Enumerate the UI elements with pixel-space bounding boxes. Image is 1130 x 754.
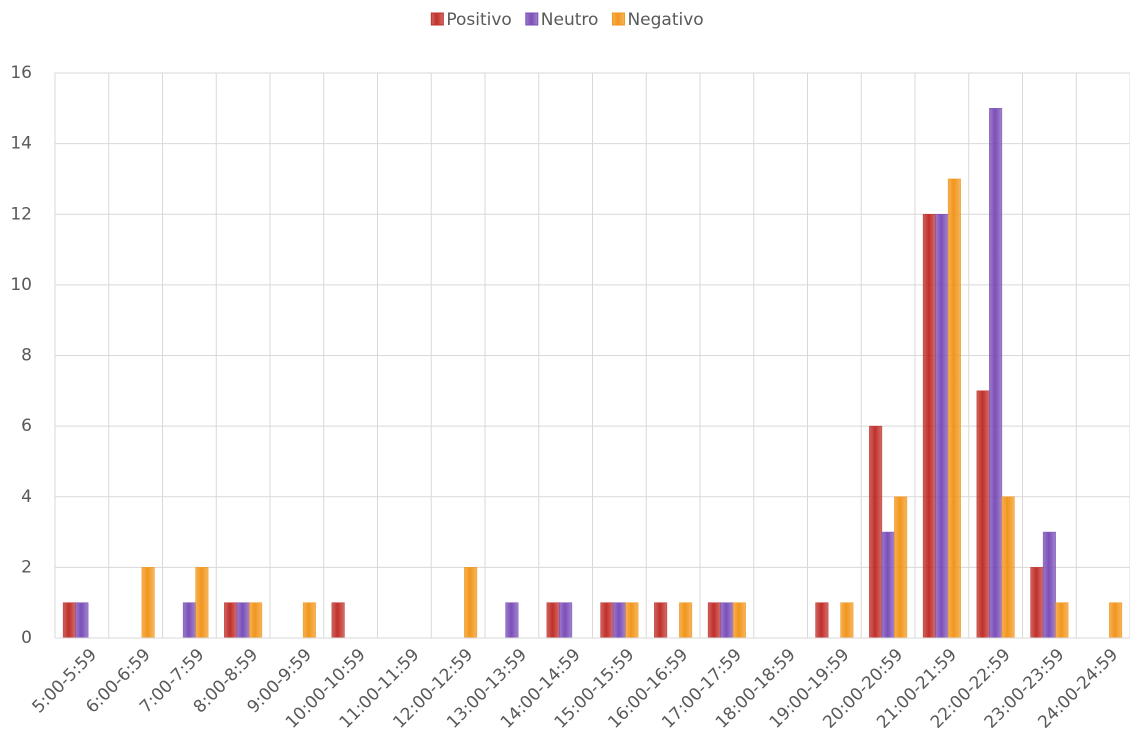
legend: Positivo Neutro Negativo	[430, 10, 704, 30]
bar	[976, 390, 990, 639]
y-tick-label: 2	[21, 557, 32, 577]
bar	[1030, 567, 1044, 639]
bar	[249, 602, 263, 639]
bar	[840, 602, 854, 639]
bar	[935, 214, 949, 639]
bar	[881, 531, 895, 639]
bar	[1055, 602, 1069, 639]
bar	[869, 425, 883, 639]
bar	[546, 602, 560, 639]
bar	[75, 602, 89, 639]
legend-item: Positivo	[430, 10, 512, 30]
legend-item: Negativo	[611, 10, 704, 30]
bar	[947, 178, 961, 639]
bar	[707, 602, 721, 639]
bar	[922, 214, 936, 639]
legend-swatch	[430, 12, 444, 26]
bar	[1109, 602, 1123, 639]
legend-item: Neutro	[525, 10, 599, 30]
bar	[654, 602, 668, 639]
bar	[894, 496, 908, 639]
bar	[302, 602, 316, 639]
bar	[464, 567, 478, 639]
bar	[815, 602, 829, 639]
y-tick-label: 8	[21, 346, 32, 366]
y-tick-label: 14	[10, 134, 32, 154]
bar	[612, 602, 626, 639]
y-tick-label: 6	[21, 416, 32, 436]
y-tick-label: 16	[10, 63, 32, 83]
bar	[679, 602, 693, 639]
bar	[989, 108, 1003, 639]
bar	[720, 602, 734, 639]
bar	[732, 602, 746, 639]
bar	[600, 602, 614, 639]
bar	[224, 602, 238, 639]
bar	[62, 602, 76, 639]
bar	[182, 602, 196, 639]
bar	[236, 602, 250, 639]
y-tick-label: 4	[21, 487, 32, 507]
legend-label: Neutro	[541, 10, 599, 30]
bar	[195, 567, 209, 639]
y-tick-label: 0	[21, 628, 32, 648]
bar	[1042, 531, 1056, 639]
bar	[625, 602, 639, 639]
legend-label: Negativo	[627, 10, 703, 30]
bar	[559, 602, 573, 639]
bar	[505, 602, 519, 639]
legend-swatch	[611, 12, 625, 26]
bar	[141, 567, 155, 639]
y-tick-label: 12	[10, 204, 32, 224]
legend-swatch	[525, 12, 539, 26]
bar	[331, 602, 345, 639]
bar	[1001, 496, 1015, 639]
y-tick-label: 10	[10, 275, 32, 295]
legend-label: Positivo	[446, 10, 511, 30]
